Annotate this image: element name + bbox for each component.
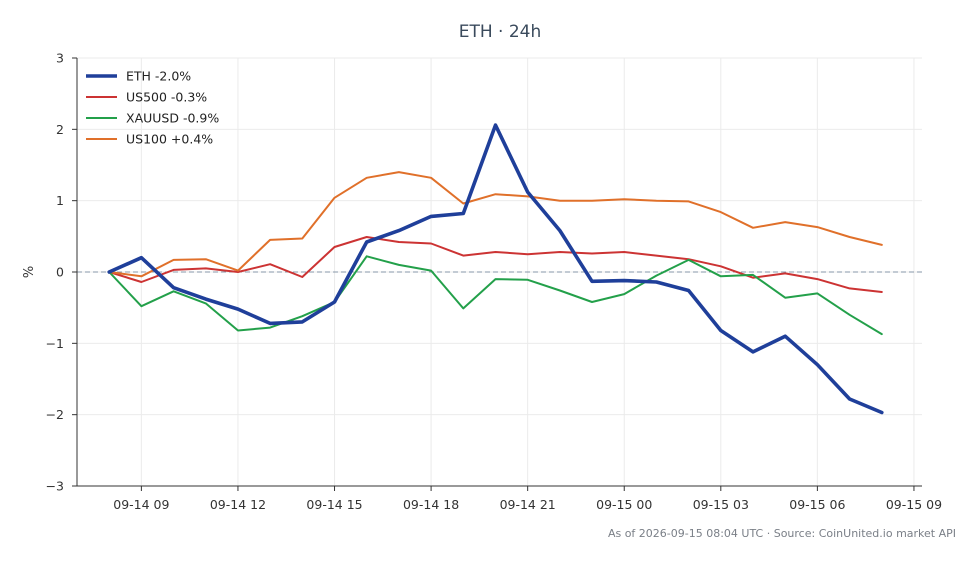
x-tick-label: 09-15 06 <box>789 497 845 512</box>
y-tick-label: −1 <box>46 336 64 351</box>
chart-title: ETH · 24h <box>459 22 542 42</box>
series-line-us100 <box>108 171 883 278</box>
x-tick-label: 09-15 09 <box>886 497 942 512</box>
series-line-eth <box>107 123 884 415</box>
series-line-us500 <box>108 236 883 293</box>
x-tick-label: 09-14 18 <box>403 497 459 512</box>
legend: ETH -2.0% US500 -0.3% XAUUSD -0.9% US100 +0… <box>86 69 219 147</box>
x-tick-label: 09-14 21 <box>500 497 556 512</box>
legend-label: ETH -2.0% <box>126 69 191 84</box>
x-tick-label: 09-14 09 <box>113 497 169 512</box>
x-tick-label: 09-14 12 <box>210 497 266 512</box>
y-tick-label: 1 <box>56 193 64 208</box>
x-axis-ticks: 09-14 09 09-14 12 09-14 15 09-14 18 09-14 21… <box>113 486 942 512</box>
y-axis-label: % <box>22 266 37 278</box>
series-line-xauusd <box>108 255 883 336</box>
y-tick-label: −2 <box>46 407 64 422</box>
y-axis-ticks: 3 2 1 0 −1 −2 −3 <box>46 51 77 494</box>
series-lines <box>107 123 884 415</box>
y-tick-label: 2 <box>56 122 64 137</box>
legend-label: XAUUSD -0.9% <box>126 111 219 126</box>
legend-label: US500 -0.3% <box>126 90 207 105</box>
x-tick-label: 09-15 03 <box>693 497 749 512</box>
y-tick-label: 3 <box>56 51 64 66</box>
x-tick-label: 09-14 15 <box>306 497 362 512</box>
x-tick-label: 09-15 00 <box>596 497 652 512</box>
y-tick-label: −3 <box>46 479 64 494</box>
footer-source: As of 2026-09-15 08:04 UTC · Source: Coi… <box>608 527 956 540</box>
y-tick-label: 0 <box>56 265 64 280</box>
legend-label: US100 +0.4% <box>126 132 213 147</box>
